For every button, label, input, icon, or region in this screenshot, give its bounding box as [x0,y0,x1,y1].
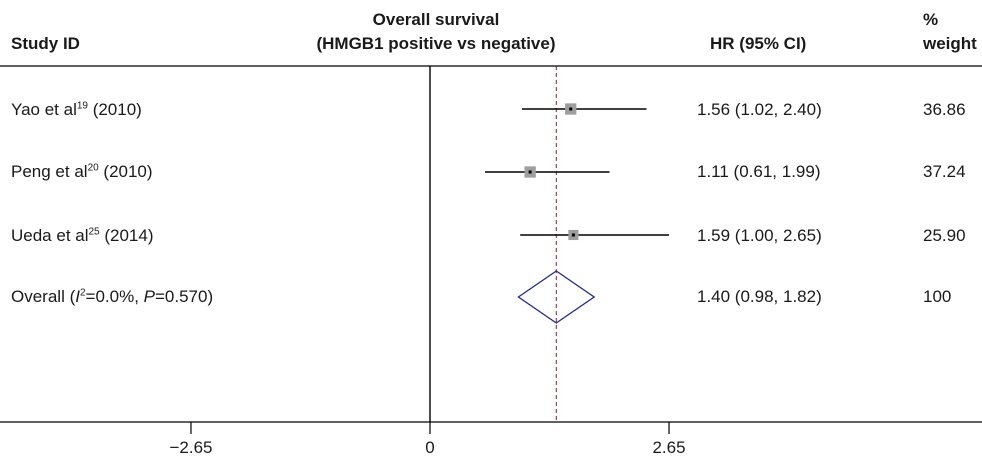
study-ref-3: 25 [88,226,100,238]
study-year-3: (2014) [99,226,154,245]
study-label-1: Yao et al19 (2010) [11,100,142,120]
overall-weight: 100 [923,287,952,306]
study-label-2: Peng et al20 (2010) [11,162,153,182]
study-hr-2: 1.11 (0.61, 1.99) [697,162,821,181]
study-name-2: Peng et al [11,162,88,181]
overall-i2-sup: 2 [79,287,86,299]
overall-prefix: Overall ( [11,287,76,306]
study-hr-1: 1.56 (1.02, 2.40) [697,100,822,119]
header-study-id: Study ID [11,34,80,53]
study-hr-3: 1.59 (1.00, 2.65) [697,226,822,245]
study-weight-2: 37.24 [923,162,966,181]
header-weight-percent: % [923,10,939,29]
overall-hr: 1.40 (0.98, 1.82) [697,287,822,306]
overall-i2-var: I [75,287,80,306]
tick-label-neg: −2.65 [169,438,213,457]
study-weight-1: 36.86 [923,100,966,119]
tick-label-pos: 2.65 [652,438,686,457]
study-label-3: Ueda et al25 (2014) [11,226,154,246]
overall-label: Overall (I2=0.0%, P=0.570) [11,287,213,307]
study-year-1: (2010) [87,100,142,119]
overall-i2-value: =0.0%, [85,287,144,306]
study-ref-2: 20 [87,162,99,174]
header-weight: weight [923,34,977,53]
study-ref-1: 19 [76,100,88,112]
point-estimate-3 [571,233,575,237]
point-estimate-1 [569,107,573,111]
tick-label-zero: 0 [425,438,435,457]
study-year-2: (2010) [98,162,153,181]
overall-diamond [517,270,596,324]
overall-p-value: =0.570) [155,287,214,306]
header-hr: HR (95% CI) [710,34,807,53]
study-weight-3: 25.90 [923,226,966,245]
study-name-3: Ueda et al [11,226,89,245]
header-title-line2: (HMGB1 positive vs negative) [316,34,556,53]
study-name-1: Yao et al [11,100,77,119]
header-title-line1: Overall survival [372,10,500,29]
overall-p-var: P [143,287,155,306]
point-estimate-2 [528,170,532,174]
